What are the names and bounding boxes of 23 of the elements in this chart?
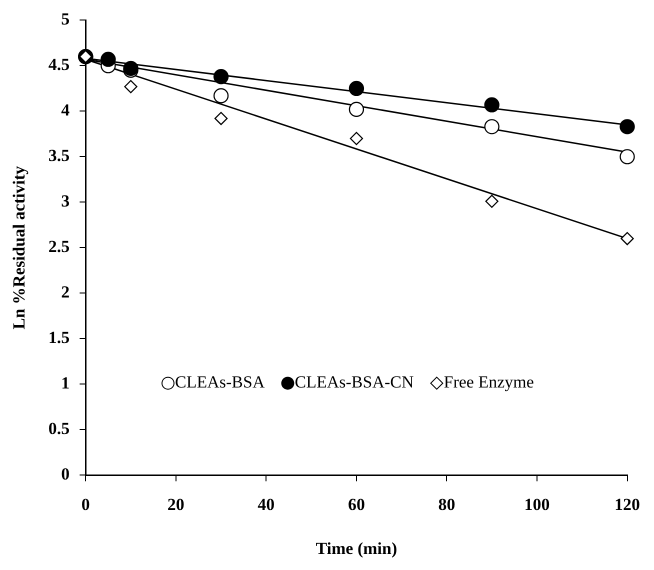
y-tick-label: 5 xyxy=(61,10,70,29)
x-tick-label: 120 xyxy=(614,494,640,514)
legend-label: Free Enzyme xyxy=(444,372,534,392)
legend-label: CLEAs-BSA xyxy=(175,372,266,392)
x-axis-title: Time (min) xyxy=(316,539,398,558)
y-axis-title: Ln %Residual activity xyxy=(10,166,29,330)
x-tick-label: 20 xyxy=(167,494,184,514)
y-tick-label: 1.5 xyxy=(48,328,70,348)
x-tick-label: 60 xyxy=(348,494,365,514)
x-tick-label: 80 xyxy=(438,494,456,514)
y-tick-label: 0.5 xyxy=(48,419,70,438)
x-tick-label: 100 xyxy=(524,494,550,514)
y-tick-label: 3 xyxy=(61,192,70,211)
y-tick-label: 4.5 xyxy=(48,55,70,74)
y-tick-label: 0 xyxy=(61,464,70,484)
x-tick-label: 40 xyxy=(258,494,275,514)
y-tick-label: 4 xyxy=(61,100,70,120)
x-tick-label: 0 xyxy=(81,494,90,514)
y-tick-label: 1 xyxy=(61,374,70,393)
y-tick-label: 2 xyxy=(61,282,70,302)
y-tick-label: 2.5 xyxy=(48,237,70,256)
legend-label: CLEAs-BSA-CN xyxy=(294,372,414,392)
y-tick-label: 3.5 xyxy=(48,146,70,166)
